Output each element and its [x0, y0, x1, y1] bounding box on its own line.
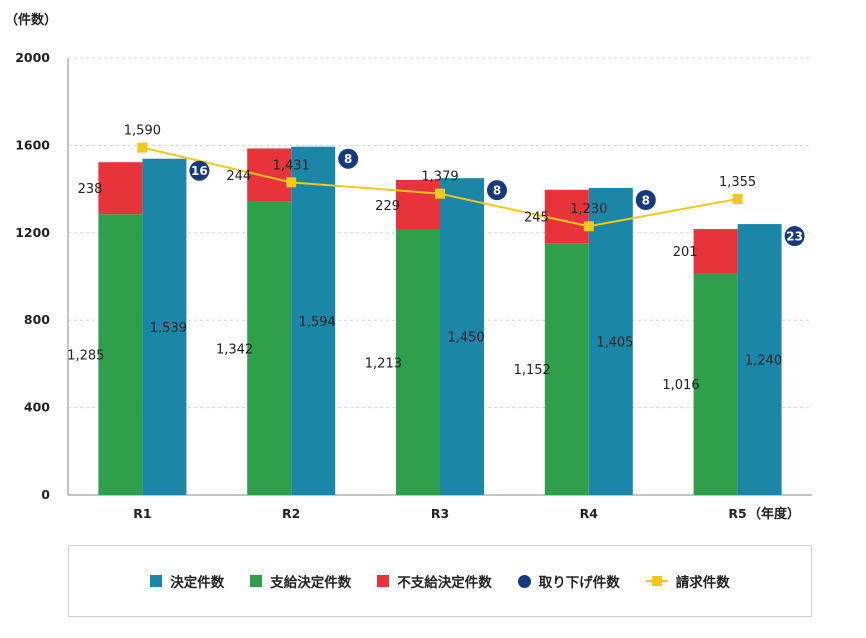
- badge-withdrawn-value: 23: [786, 230, 803, 244]
- legend-label: 請求件数: [675, 575, 730, 591]
- x-tick-label: R3: [431, 506, 449, 521]
- legend-label: 支給決定件数: [270, 575, 352, 591]
- label-approved: 1,016: [662, 378, 699, 393]
- x-axis-ticks: R1 R2 R3 R4 R5: [133, 506, 747, 521]
- badge-withdrawn-value: 8: [493, 184, 501, 198]
- legend-swatch: [150, 575, 163, 587]
- bar-rejected: [247, 148, 292, 202]
- bar-approved: [396, 229, 440, 495]
- x-unit-label: （年度）: [748, 506, 800, 522]
- legend-swatch: [377, 575, 390, 587]
- y-tick-label: 1200: [15, 225, 50, 240]
- y-tick-label: 2000: [15, 50, 50, 65]
- y-tick-label: 800: [24, 312, 50, 327]
- label-request: 1,379: [421, 170, 458, 185]
- label-request: 1,230: [570, 202, 607, 217]
- label-decided: 1,594: [299, 315, 336, 330]
- badge-withdrawn: [338, 148, 359, 169]
- legend-swatch: [517, 574, 531, 588]
- label-rejected: 201: [673, 245, 698, 260]
- bar-decided: [142, 158, 187, 495]
- x-tick-label: R2: [282, 506, 300, 521]
- label-approved: 1,285: [67, 349, 104, 364]
- legend-item-requests: 請求件数: [645, 571, 730, 591]
- request-marker: [137, 142, 148, 153]
- x-tick-label: R4: [580, 506, 599, 521]
- bar-rejected: [693, 229, 738, 274]
- label-approved: 1,342: [216, 342, 253, 357]
- bar-approved: [544, 243, 589, 495]
- bar-decided: [737, 224, 782, 495]
- request-marker: [583, 221, 594, 232]
- label-rejected: 244: [226, 169, 251, 184]
- y-unit-label: （件数）: [5, 12, 57, 28]
- legend-item-rejected: 不支給決定件数: [377, 571, 492, 591]
- bar-approved: [98, 214, 143, 496]
- legend-item-approved: 支給決定件数: [250, 571, 351, 591]
- label-request: 1,431: [273, 158, 310, 173]
- label-request: 1,590: [124, 124, 161, 139]
- bar-approved: [693, 273, 738, 495]
- legend: 決定件数 支給決定件数 不支給決定件数 取り下げ件数 請求件数: [68, 545, 812, 617]
- label-decided: 1,240: [745, 354, 782, 369]
- label-approved: 1,152: [514, 363, 551, 378]
- legend-item-decided: 決定件数: [150, 571, 224, 591]
- x-tick-label: R5: [728, 506, 746, 521]
- label-decided: 1,539: [150, 321, 187, 336]
- legend-swatch: [645, 575, 668, 587]
- badge-withdrawn-value: 8: [642, 194, 650, 208]
- bar-rejected: [544, 189, 589, 244]
- label-rejected: 245: [524, 211, 549, 226]
- legend-label: 決定件数: [170, 575, 225, 591]
- bar-rejected: [98, 162, 143, 215]
- bar-decided: [440, 178, 484, 496]
- badge-withdrawn-value: 16: [191, 164, 208, 178]
- bar-approved: [247, 201, 292, 495]
- legend-label: 取り下げ件数: [538, 575, 620, 591]
- request-marker: [286, 177, 297, 188]
- y-tick-label: 1600: [15, 137, 50, 152]
- request-marker: [732, 193, 743, 204]
- bar-rejected: [396, 179, 440, 230]
- legend-label: 不支給決定件数: [397, 575, 492, 591]
- badge-withdrawn-value: 8: [344, 152, 352, 166]
- label-approved: 1,213: [365, 356, 402, 371]
- y-tick-label: 0: [41, 487, 50, 502]
- bar-decided: [291, 146, 336, 495]
- legend-swatch: [250, 575, 263, 587]
- badge-withdrawn: [487, 180, 507, 201]
- label-decided: 1,450: [447, 331, 484, 346]
- bar-decided: [588, 188, 633, 495]
- badge-withdrawn: [189, 160, 210, 181]
- label-rejected: 229: [375, 199, 400, 214]
- data-labels: 1,2852381,539161,3422441,59481,2132291,4…: [67, 124, 805, 393]
- label-decided: 1,405: [596, 336, 633, 351]
- y-tick-label: 400: [24, 400, 50, 415]
- legend-item-withdrawn: 取り下げ件数: [517, 571, 620, 591]
- x-tick-label: R1: [133, 506, 151, 521]
- y-axis-ticks: 0 400 800 1200 1600 2000: [15, 50, 50, 502]
- badge-withdrawn: [635, 190, 656, 211]
- bars: [98, 146, 782, 496]
- label-request: 1,355: [719, 175, 756, 190]
- request-marker: [435, 188, 445, 199]
- request-line: [137, 142, 743, 232]
- badge-withdrawn: [784, 226, 805, 247]
- label-rejected: 238: [78, 182, 103, 197]
